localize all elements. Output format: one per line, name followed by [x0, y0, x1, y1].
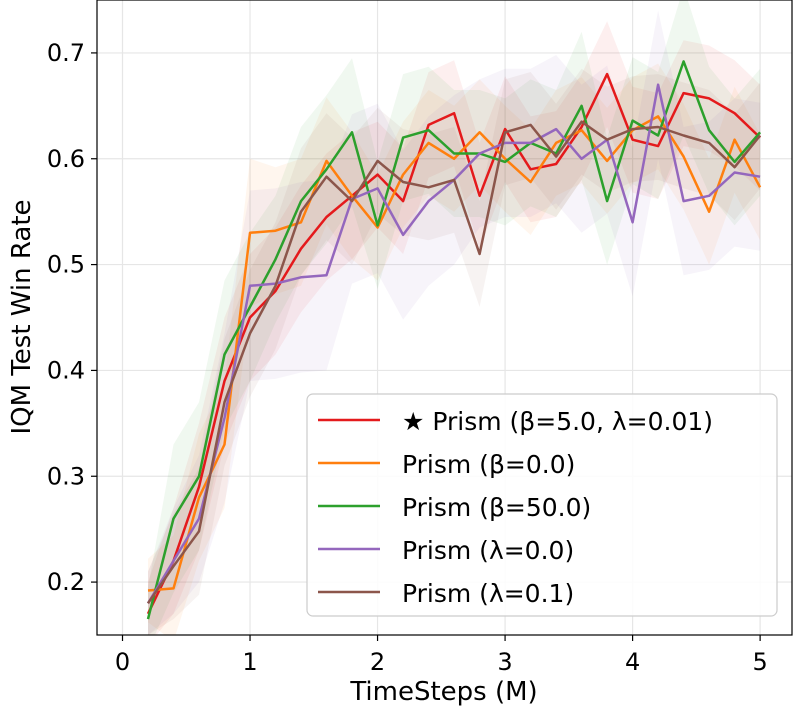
- x-tick-label: 2: [370, 648, 385, 676]
- line-series-0: [146, 72, 761, 615]
- legend-label-3: Prism (λ=0.0): [402, 536, 574, 565]
- legend-label-2: Prism (β=50.0): [402, 493, 591, 522]
- legend-entry: Prism (λ=0.0): [318, 536, 574, 565]
- band-series-3: [148, 10, 761, 635]
- line-series-4: [146, 120, 762, 605]
- y-axis-label: IQM Test Win Rate: [7, 199, 37, 434]
- x-tick-label: 4: [625, 648, 640, 676]
- legend-label-0: ★ Prism (β=5.0, λ=0.01): [402, 407, 713, 436]
- x-tick-label: 1: [242, 648, 257, 676]
- legend-entry: Prism (λ=0.1): [318, 579, 574, 608]
- x-tick-label: 0: [115, 648, 130, 676]
- legend-entry: ★ Prism (β=5.0, λ=0.01): [318, 407, 713, 436]
- y-axis-ticks: 0.2 0.3 0.4 0.5 0.6 0.7: [47, 39, 97, 596]
- x-axis-label: TimeSteps (M): [349, 677, 537, 707]
- y-tick-label: 0.2: [47, 568, 85, 596]
- band-series-1: [148, 63, 761, 635]
- plot-frame: [96, 0, 793, 636]
- legend-entry: Prism (β=0.0): [318, 450, 575, 479]
- legend: ★ Prism (β=5.0, λ=0.01) Prism (β=0.0) Pr…: [306, 393, 778, 617]
- legend-entry: Prism (β=50.0): [318, 493, 591, 522]
- series-lines: [146, 60, 762, 620]
- x-axis-ticks: 0 1 2 3 4 5: [115, 635, 768, 676]
- y-tick-label: 0.6: [47, 145, 85, 173]
- band-series-2: [148, 0, 761, 635]
- line-series-1: [147, 115, 762, 592]
- legend-box: [306, 393, 778, 617]
- y-tick-label: 0.3: [47, 462, 85, 490]
- y-tick-label: 0.5: [47, 251, 85, 279]
- line-series-2: [146, 60, 762, 620]
- band-series-0: [148, 21, 761, 635]
- x-tick-label: 3: [497, 648, 512, 676]
- y-tick-label: 0.7: [47, 39, 85, 67]
- x-tick-label: 5: [752, 648, 767, 676]
- y-tick-label: 0.4: [47, 356, 85, 384]
- legend-label-1: Prism (β=0.0): [402, 450, 575, 479]
- legend-label-4: Prism (λ=0.1): [402, 579, 574, 608]
